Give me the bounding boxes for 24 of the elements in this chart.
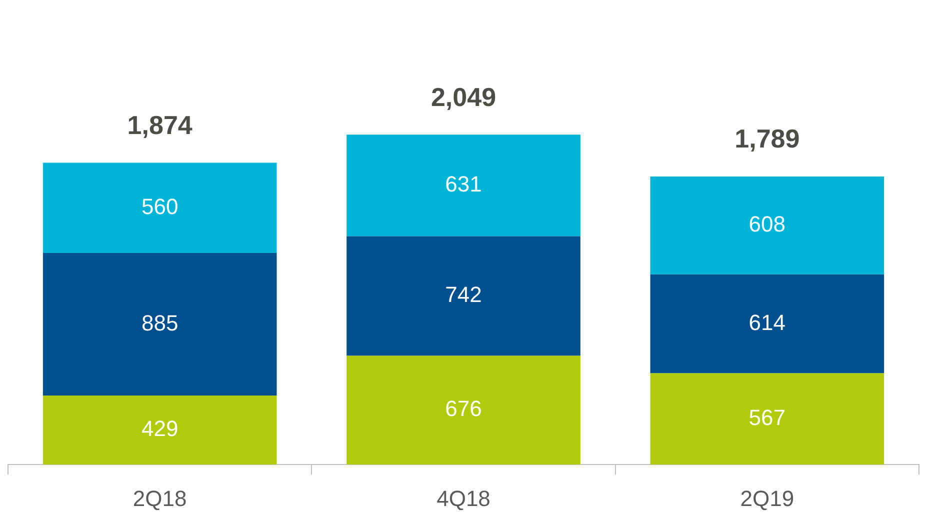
data-label: 614 — [748, 310, 786, 335]
bar — [42, 252, 277, 396]
data-label: 885 — [141, 310, 178, 336]
data-label: 676 — [445, 396, 482, 422]
data-label: 560 — [141, 194, 178, 219]
x-tick-label: 2Q19 — [740, 486, 794, 511]
bar — [650, 176, 884, 274]
bar — [42, 396, 277, 465]
total-label: 1,789 — [734, 124, 800, 154]
total-label: 1,874 — [127, 110, 193, 140]
data-label: 631 — [445, 172, 482, 196]
x-tick-label: 2Q18 — [132, 486, 187, 511]
total-label: 2,049 — [430, 82, 496, 112]
data-label: 429 — [141, 416, 178, 442]
x-tick-label: 4Q18 — [436, 486, 490, 511]
bar — [346, 356, 580, 465]
bar — [650, 373, 884, 465]
bar — [650, 274, 884, 374]
data-label: 608 — [748, 212, 786, 237]
data-label: 567 — [748, 405, 786, 430]
data-label: 742 — [445, 282, 482, 308]
bar — [346, 236, 580, 356]
bar — [346, 134, 580, 236]
bar — [42, 162, 277, 253]
